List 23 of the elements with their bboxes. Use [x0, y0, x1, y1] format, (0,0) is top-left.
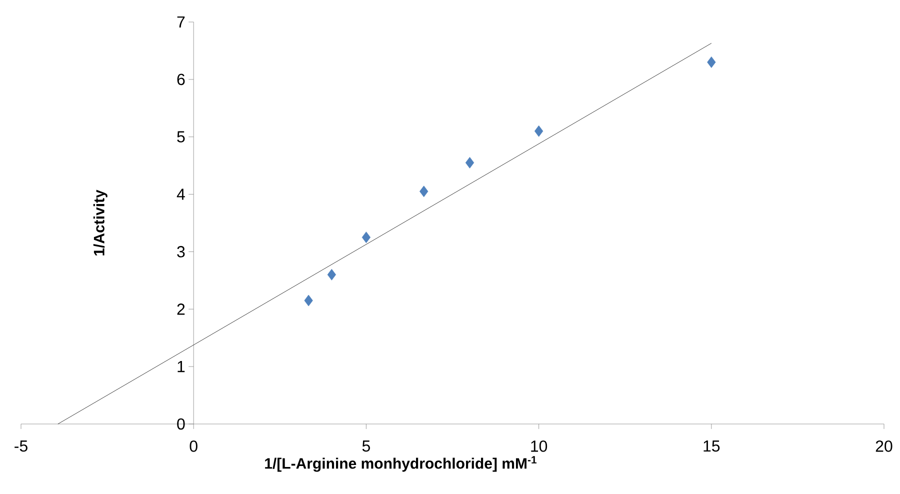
y-tick-label: 3	[177, 246, 185, 258]
x-tick-label: 15	[704, 440, 720, 452]
y-tick-label: 0	[177, 418, 185, 430]
x-tick-label: -5	[14, 440, 28, 452]
x-tick-label: 5	[362, 440, 370, 452]
x-tick-label: 10	[531, 440, 548, 452]
point	[304, 294, 313, 306]
y-tick-label: 4	[176, 188, 185, 200]
y-tick-label: 7	[177, 16, 185, 28]
x-tick-label: 20	[876, 440, 892, 452]
point	[534, 125, 544, 137]
point	[707, 56, 716, 68]
y-tick-label: 5	[177, 131, 185, 142]
y-axis-title: 1/Activity	[93, 190, 108, 256]
x-axis-title: 1/[L-Arginine monhydrochloride] mM$^{-1}$	[265, 456, 537, 472]
y-tick-label: 6	[177, 74, 185, 86]
point	[327, 268, 336, 280]
point	[420, 186, 428, 198]
y-tick-label: 2	[177, 304, 185, 315]
x-tick-label: 0	[190, 440, 198, 452]
point	[362, 232, 371, 244]
point	[465, 156, 474, 168]
y-tick-label: 1	[178, 361, 185, 372]
